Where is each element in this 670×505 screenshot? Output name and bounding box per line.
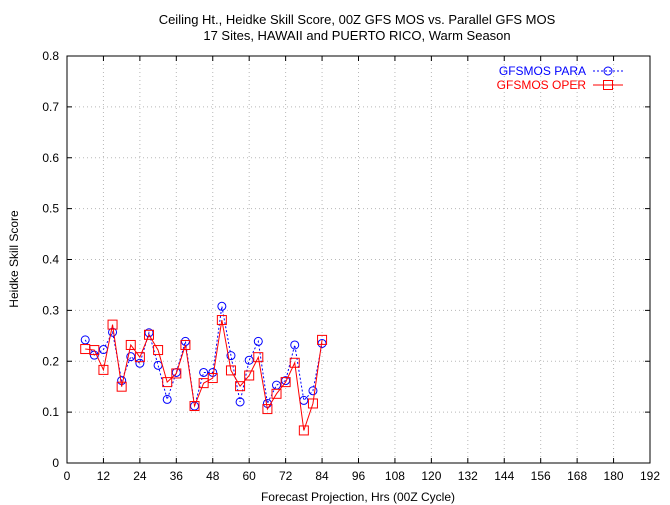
x-tick-label: 60 — [243, 469, 257, 483]
data-point-circle — [126, 352, 136, 362]
data-point-square — [262, 404, 273, 415]
data-point-square — [271, 388, 282, 399]
y-tick-label: 0.5 — [42, 202, 59, 216]
data-point-circle — [162, 394, 172, 404]
data-point-square — [153, 345, 164, 356]
y-tick-label: 0.6 — [42, 151, 59, 165]
y-tick-label: 0 — [52, 456, 59, 470]
data-point-square — [116, 381, 127, 392]
data-point-square — [298, 425, 309, 436]
x-tick-label: 48 — [206, 469, 220, 483]
data-point-square — [280, 377, 291, 388]
data-point-square — [289, 357, 300, 368]
series-line-2 — [85, 319, 323, 431]
x-tick-label: 24 — [133, 469, 147, 483]
x-tick-label: 144 — [494, 469, 514, 483]
y-tick-label: 0.1 — [42, 405, 59, 419]
legend-label-1: GFSMOS PARA — [499, 64, 586, 78]
data-point-square — [317, 334, 328, 345]
y-tick-label: 0.8 — [42, 49, 59, 63]
data-point-square — [125, 339, 136, 350]
x-tick-label: 96 — [352, 469, 366, 483]
series-layer — [80, 301, 328, 436]
x-tick-label: 12 — [97, 469, 111, 483]
data-point-square — [216, 315, 227, 326]
x-tick-label: 36 — [170, 469, 184, 483]
data-point-square — [244, 370, 255, 381]
y-tick-label: 0.2 — [42, 354, 59, 368]
data-point-square — [98, 364, 109, 375]
data-point-circle — [217, 301, 227, 311]
y-axis-label: Heidke Skill Score — [7, 210, 21, 308]
data-point-square — [225, 365, 236, 376]
x-tick-label: 72 — [279, 469, 293, 483]
data-point-circle — [153, 360, 163, 370]
x-tick-label: 132 — [458, 469, 478, 483]
chart-subtitle: 17 Sites, HAWAII and PUERTO RICO, Warm S… — [203, 28, 510, 43]
data-point-square — [171, 368, 182, 379]
data-point-square — [207, 373, 218, 384]
data-point-circle — [226, 351, 236, 361]
x-tick-label: 168 — [567, 469, 587, 483]
x-tick-label: 156 — [531, 469, 551, 483]
legend-marker-square — [603, 80, 613, 90]
data-point-square — [143, 329, 154, 340]
data-point-circle — [135, 358, 145, 368]
axis-ticks: 0 12 24 36 48 60 72 84 96 108 120 132 144 156 168 180 19… — [42, 49, 660, 483]
x-tick-label: 84 — [315, 469, 329, 483]
data-point-circle — [108, 327, 118, 337]
plot-frame — [66, 55, 651, 464]
data-point-circle — [308, 386, 318, 396]
data-point-circle — [235, 397, 245, 407]
data-point-circle — [272, 380, 282, 390]
y-tick-label: 0.3 — [42, 303, 59, 317]
y-tick-label: 0.7 — [42, 100, 59, 114]
data-point-square — [89, 345, 100, 356]
data-point-circle — [80, 335, 90, 345]
data-point-square — [180, 339, 191, 350]
x-tick-label: 0 — [64, 469, 71, 483]
data-point-square — [235, 381, 246, 392]
x-axis-label: Forecast Projection, Hrs (00Z Cycle) — [261, 490, 455, 504]
x-tick-label: 192 — [640, 469, 660, 483]
data-point-square — [189, 401, 200, 412]
data-point-circle — [253, 336, 263, 346]
grid — [67, 56, 650, 463]
data-point-square — [307, 398, 318, 409]
y-tick-label: 0.4 — [42, 253, 59, 267]
data-point-square — [107, 319, 118, 330]
data-point-circle — [180, 336, 190, 346]
data-point-square — [253, 352, 264, 363]
data-point-circle — [199, 367, 209, 377]
data-point-circle — [290, 340, 300, 350]
data-point-circle — [244, 355, 254, 365]
chart-title: Ceiling Ht., Heidke Skill Score, 00Z GFS… — [159, 12, 556, 27]
data-point-square — [198, 378, 209, 389]
legend-label-2: GFSMOS OPER — [497, 78, 587, 92]
x-tick-label: 180 — [604, 469, 624, 483]
data-point-square — [162, 377, 173, 388]
legend-marker-circle — [603, 66, 613, 76]
data-point-square — [134, 352, 145, 363]
x-tick-label: 108 — [385, 469, 405, 483]
x-tick-label: 120 — [421, 469, 441, 483]
